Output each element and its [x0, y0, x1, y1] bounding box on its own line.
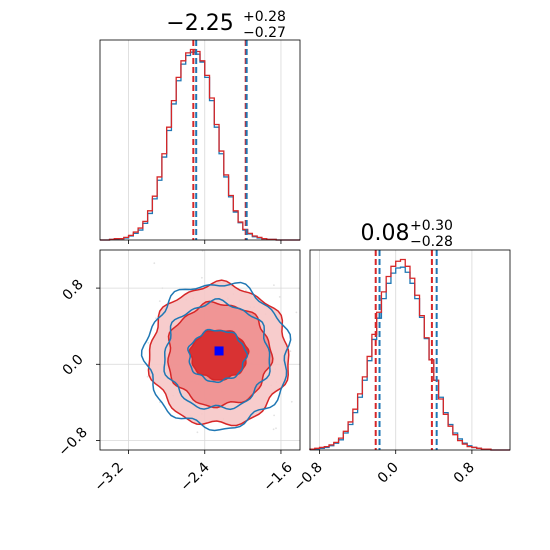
x-tick-label: −2.4: [177, 459, 212, 494]
sample-point: [155, 317, 157, 320]
marginal-y-step-line: [309, 258, 510, 451]
contour-line-blue: [140, 281, 292, 432]
marginal-y-panel: [309, 249, 511, 454]
sample-point: [275, 427, 277, 430]
y-tick-label: 0.0: [60, 352, 87, 379]
sample-point: [245, 289, 247, 292]
marginal-x-frame: [99, 39, 301, 241]
x-tick-label: −0.8: [290, 460, 325, 495]
joint-panel: [96, 249, 301, 454]
sample-point: [153, 262, 156, 265]
sample-point: [289, 350, 292, 353]
contour-line-blue: [163, 298, 271, 411]
title-right-value: 0.08: [361, 221, 410, 246]
title-right-lower: −0.28: [410, 234, 453, 250]
title-top-upper: +0.28: [243, 9, 286, 25]
sample-point: [146, 375, 149, 378]
sample-point: [196, 431, 199, 434]
truth-marker: [214, 346, 224, 356]
sample-point: [161, 287, 164, 290]
sample-point: [290, 400, 293, 403]
sample-point: [158, 300, 161, 302]
title-top-value: −2.25: [166, 11, 233, 36]
x-tick-label: 0.8: [451, 460, 478, 487]
title-right: 0.08 +0.30 −0.28: [361, 218, 453, 250]
marginal-x-step-line: [100, 51, 300, 241]
title-top-lower: −0.27: [243, 25, 286, 41]
title-right-upper: +0.30: [410, 218, 453, 234]
y-tick-labels-main: 0.8 0.0 −0.8: [55, 277, 90, 460]
x-tick-labels-main: −3.2 −2.4 −1.6: [91, 459, 295, 494]
y-tick-label: 0.8: [60, 277, 87, 304]
x-tick-labels-right: −0.8 0.0 0.8: [290, 460, 477, 495]
y-tick-label: −0.8: [55, 424, 90, 459]
joint-frame: [99, 249, 301, 451]
marginal-x-panel: [99, 39, 301, 244]
contour-line-blue: [187, 328, 249, 384]
sample-point: [273, 414, 275, 417]
marginal-y-step-line: [309, 266, 510, 451]
sample-point: [295, 311, 298, 314]
marginal-y-frame: [309, 249, 511, 451]
sample-point: [147, 342, 150, 344]
sample-point: [201, 276, 203, 279]
marginal-x-step-line: [100, 48, 300, 241]
sample-point: [273, 284, 275, 286]
sample-point: [272, 428, 275, 431]
x-tick-label: −1.6: [260, 459, 295, 494]
x-tick-label: 0.0: [375, 460, 402, 487]
sample-point: [278, 296, 281, 298]
title-top: −2.25 +0.28 −0.27: [166, 9, 286, 41]
x-tick-label: −3.2: [91, 460, 126, 495]
